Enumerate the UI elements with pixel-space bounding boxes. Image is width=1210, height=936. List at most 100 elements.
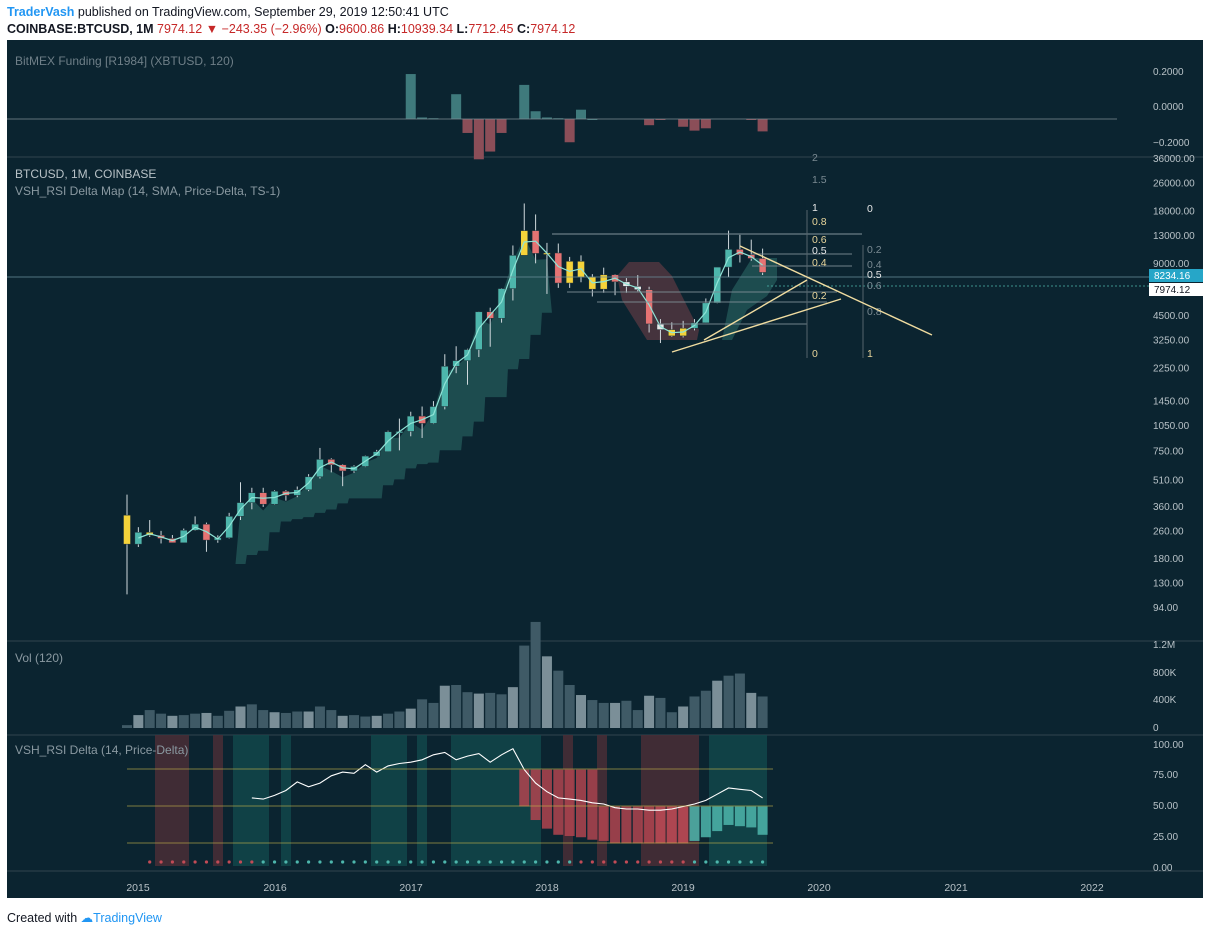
volume-bar [269, 712, 280, 728]
publish-info: TraderVash published on TradingView.com,… [7, 5, 449, 19]
publisher-name[interactable]: TraderVash [7, 5, 75, 19]
rsi-delta-bar [587, 769, 598, 840]
price-tick: 26000.00 [1153, 179, 1195, 190]
price-tick: 1450.00 [1153, 397, 1190, 408]
fib1-label-0: 0 [812, 348, 818, 360]
symbol[interactable]: COINBASE:BTCUSD, 1M [7, 22, 154, 36]
funding-tick-3: −0.2000 [1153, 138, 1190, 149]
volume-bar [541, 656, 552, 728]
funding-bar [530, 111, 541, 119]
fib2-label-0.5: 0.5 [867, 269, 882, 281]
rsi-delta-bar [723, 806, 734, 825]
rsi-zone [155, 735, 189, 866]
fib1-label-0.2: 0.2 [812, 290, 827, 302]
chart-canvas[interactable]: BitMEX Funding [R1984] (XBTUSD, 120) BTC… [7, 40, 1149, 898]
down-arrow-icon: ▼ [205, 22, 219, 36]
rsi-delta-bar [553, 769, 564, 835]
price-label-current: 8234.16 [1154, 271, 1191, 282]
rsi-signal-dot [465, 860, 470, 864]
funding-bar [451, 94, 462, 119]
rsi-signal-dot [613, 860, 617, 864]
candle-body [441, 366, 449, 407]
price-tick: 510.00 [1153, 475, 1184, 486]
chart-area[interactable]: BitMEX Funding [R1984] (XBTUSD, 120) BTC… [7, 40, 1149, 898]
volume-bar [678, 706, 689, 728]
trend-lines[interactable] [671, 245, 933, 353]
candle-body [134, 532, 143, 545]
candle-body [565, 261, 574, 284]
funding-bar [757, 119, 768, 132]
volume-bar [133, 715, 144, 728]
funding-bar [678, 119, 689, 127]
volume-bar [564, 685, 575, 728]
low-label: L: [456, 22, 469, 36]
rsi-zone [417, 735, 427, 866]
close-label: C: [517, 22, 531, 36]
volume-bar [712, 680, 723, 728]
time-label-2017: 2017 [399, 882, 423, 894]
funding-bar [576, 109, 586, 119]
candle-body [475, 311, 483, 350]
rsi-delta-bar [700, 806, 711, 838]
rsi-line [251, 747, 763, 811]
volume-bar [530, 621, 541, 728]
price-tick: 94.00 [1153, 603, 1178, 614]
tradingview-brand[interactable]: TradingView [93, 911, 162, 925]
rsi-delta-bar [598, 806, 609, 841]
volume-bar [462, 692, 473, 728]
rsi-delta-bar [564, 769, 575, 837]
rsi-signal-dot [386, 860, 390, 864]
volume-bar [519, 645, 530, 728]
rsi-delta-bar [712, 806, 723, 832]
price-axis[interactable]: 0.2000 0.0000 −0.2000 36000.00 26000.00 18… [1149, 40, 1203, 898]
close-value: 7974.12 [530, 22, 576, 36]
funding-bar [496, 119, 507, 133]
support-cloud [235, 236, 552, 565]
time-label-2021: 2021 [944, 882, 968, 894]
rsi-delta-bar [655, 806, 666, 844]
footer: Created with ☁TradingView [7, 910, 162, 925]
time-axis[interactable]: 2015 2016 2017 2018 2019 2020 2021 2022 [126, 882, 1104, 894]
fib-retracement-1[interactable]: 2 1.5 1 0.8 0.6 0.5 0.4 0.2 0 0 0.2 0.4 … [552, 152, 882, 360]
rsi-signal-dot [692, 860, 697, 864]
volume-bar [700, 690, 711, 728]
rsi-signal-dot [261, 860, 265, 864]
candle-body [497, 288, 506, 319]
rsi-signal-dot [148, 860, 152, 864]
rsi-signal-dot [658, 860, 663, 864]
fib1-label-0.8: 0.8 [812, 216, 827, 228]
time-label-2022: 2022 [1080, 882, 1104, 894]
funding-bar [485, 119, 496, 152]
volume-tick-4: 0 [1153, 723, 1159, 734]
volume-bar [122, 725, 132, 728]
funding-bar [700, 119, 711, 129]
rsi-signal-dot [443, 860, 447, 864]
volume-bar [246, 704, 257, 728]
rsi-signal-dot [307, 860, 311, 864]
price-pane-title: BTCUSD, 1M, COINBASE [15, 167, 156, 181]
time-label-2019: 2019 [671, 882, 695, 894]
rsi-signal-dot [250, 860, 254, 864]
rsi-delta-bar [530, 769, 541, 821]
rsi-signal-dot [590, 860, 594, 864]
price-tick: 180.00 [1153, 554, 1184, 565]
support-cloud-2 [722, 258, 777, 340]
volume-bar [576, 695, 586, 728]
volume-bar [507, 687, 518, 728]
time-label-2016: 2016 [263, 882, 287, 894]
rsi-delta-bar [746, 806, 757, 828]
price-tick: 9000.00 [1153, 259, 1190, 270]
funding-bar [655, 119, 666, 120]
volume-bar [201, 712, 212, 728]
open-value: 9600.86 [339, 22, 385, 36]
rsi-signal-dot [545, 860, 549, 864]
tradingview-logo-icon[interactable]: ☁ [80, 911, 94, 925]
volume-tick-3: 400K [1153, 695, 1177, 706]
rsi-signal-dot [341, 860, 345, 864]
funding-bar [564, 119, 575, 143]
fib1-label-0.4: 0.4 [812, 257, 827, 269]
rsi-delta-bar [632, 806, 643, 844]
rsi-signal-dot [534, 860, 538, 864]
rsi-delta-bar [689, 806, 700, 841]
volume-bar [224, 710, 235, 728]
